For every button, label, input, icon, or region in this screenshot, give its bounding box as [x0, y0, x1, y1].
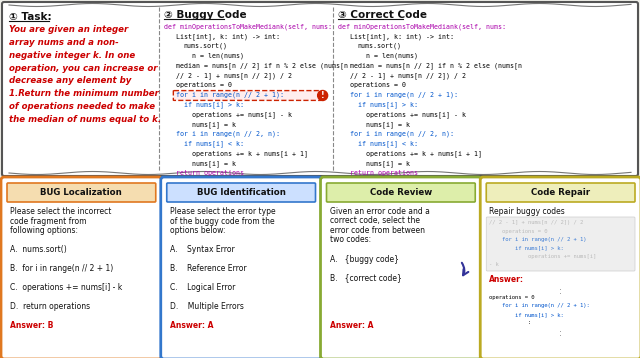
Text: ② Buggy Code: ② Buggy Code: [164, 10, 246, 20]
FancyBboxPatch shape: [167, 183, 316, 202]
Text: operations += k + nums[i + 1]: operations += k + nums[i + 1]: [365, 150, 482, 157]
Text: nums[i] = k: nums[i] = k: [192, 160, 236, 167]
Text: return operations: return operations: [349, 170, 418, 176]
FancyBboxPatch shape: [161, 177, 321, 358]
Text: if nums[i] < k:: if nums[i] < k:: [184, 141, 244, 147]
Text: You are given an integer
array nums and a non-
negative integer k. In one
operat: You are given an integer array nums and …: [9, 25, 161, 124]
Text: correct code, select the: correct code, select the: [330, 217, 419, 226]
Text: Code Review: Code Review: [370, 188, 432, 197]
Text: options below:: options below:: [170, 226, 225, 235]
Text: if nums[i] > k:: if nums[i] > k:: [358, 101, 418, 108]
Text: error code from between: error code from between: [330, 226, 424, 235]
Text: for i in range(n // 2 + 1):: for i in range(n // 2 + 1):: [176, 92, 284, 98]
Text: for i in range(n // 2 + 1):: for i in range(n // 2 + 1):: [489, 304, 590, 309]
FancyBboxPatch shape: [486, 217, 635, 271]
Text: C.  operations += nums[i] - k: C. operations += nums[i] - k: [10, 283, 122, 292]
FancyBboxPatch shape: [486, 183, 635, 202]
Text: for i in range(n // 2, n):: for i in range(n // 2, n):: [349, 131, 454, 137]
Text: List[int], k: int) -> int:: List[int], k: int) -> int:: [176, 33, 280, 39]
Text: operations = 0: operations = 0: [349, 82, 406, 88]
Text: for i in range(n // 2 + 1):: for i in range(n // 2 + 1):: [349, 92, 458, 98]
Text: // 2 - 1] + nums[n // 2]) / 2: // 2 - 1] + nums[n // 2]) / 2: [489, 220, 584, 225]
Text: if nums[i] > k:: if nums[i] > k:: [489, 312, 564, 317]
FancyBboxPatch shape: [326, 183, 476, 202]
Text: Given an error code and a: Given an error code and a: [330, 207, 429, 216]
Text: Answer: A: Answer: A: [330, 321, 373, 330]
Text: D.  return operations: D. return operations: [10, 302, 90, 311]
Text: operations += nums[i] - k: operations += nums[i] - k: [192, 111, 292, 118]
Text: A.    Syntax Error: A. Syntax Error: [170, 245, 234, 254]
Text: def minOperationsToMakeMediank(self, nums:: def minOperationsToMakeMediank(self, num…: [164, 23, 332, 29]
Text: BUG Localization: BUG Localization: [40, 188, 122, 197]
Text: C.    Logical Error: C. Logical Error: [170, 283, 235, 292]
Text: A.   {buggy code}: A. {buggy code}: [330, 255, 399, 263]
Text: D.    Multiple Errors: D. Multiple Errors: [170, 302, 244, 311]
Text: for i in range(n // 2, n):: for i in range(n // 2, n):: [176, 131, 280, 137]
Text: Code Repair: Code Repair: [531, 188, 590, 197]
Text: nums.sort(): nums.sort(): [184, 43, 228, 49]
Text: Answer: B: Answer: B: [10, 321, 53, 330]
Text: n = len(nums): n = len(nums): [365, 52, 418, 59]
Text: Answer:: Answer:: [489, 275, 524, 284]
Text: following options:: following options:: [10, 226, 78, 235]
Text: ③ Correct Code: ③ Correct Code: [338, 10, 427, 20]
FancyBboxPatch shape: [321, 177, 481, 358]
FancyBboxPatch shape: [173, 91, 321, 100]
Text: nums[i] = k: nums[i] = k: [192, 121, 236, 128]
Text: nums[i] = k: nums[i] = k: [365, 121, 410, 128]
Text: return operations: return operations: [176, 170, 244, 176]
Text: if nums[i] < k:: if nums[i] < k:: [358, 141, 418, 147]
Text: B.  for i in range(n // 2 + 1): B. for i in range(n // 2 + 1): [10, 264, 113, 273]
Text: of the buggy code from the: of the buggy code from the: [170, 217, 275, 226]
Text: A.  nums.sort(): A. nums.sort(): [10, 245, 67, 254]
Text: Repair buggy codes: Repair buggy codes: [489, 207, 565, 216]
Text: code fragment from: code fragment from: [10, 217, 86, 226]
Text: List[int], k: int) -> int:: List[int], k: int) -> int:: [349, 33, 454, 39]
Text: operations += nums[i] - k: operations += nums[i] - k: [365, 111, 466, 118]
Text: median = nums[n // 2] if n % 2 else (nums[n: median = nums[n // 2] if n % 2 else (num…: [176, 62, 348, 69]
Text: - k: - k: [489, 262, 499, 267]
Text: ① Task:: ① Task:: [9, 12, 52, 22]
Text: BUG Identification: BUG Identification: [196, 188, 285, 197]
Circle shape: [317, 91, 328, 101]
FancyBboxPatch shape: [1, 177, 162, 358]
Text: :: :: [559, 329, 562, 338]
Text: nums.sort(): nums.sort(): [358, 43, 402, 49]
Text: // 2 - 1] + nums[n // 2]) / 2: // 2 - 1] + nums[n // 2]) / 2: [176, 72, 292, 79]
Text: operations += nums[i]: operations += nums[i]: [489, 254, 596, 259]
Text: Answer: A: Answer: A: [170, 321, 213, 330]
Text: // 2 - 1] + nums[n // 2]) / 2: // 2 - 1] + nums[n // 2]) / 2: [349, 72, 466, 79]
Text: B.    Reference Error: B. Reference Error: [170, 264, 246, 273]
Text: n = len(nums): n = len(nums): [192, 52, 244, 59]
FancyBboxPatch shape: [2, 2, 638, 176]
Text: Please select the error type: Please select the error type: [170, 207, 275, 216]
Text: if nums[i] > k:: if nums[i] > k:: [184, 101, 244, 108]
Text: B.   {correct code}: B. {correct code}: [330, 274, 401, 282]
FancyBboxPatch shape: [7, 183, 156, 202]
Text: :: :: [559, 287, 562, 296]
Text: for i in range(n // 2 + 1): for i in range(n // 2 + 1): [489, 237, 587, 242]
Text: if nums[i] > k:: if nums[i] > k:: [489, 246, 564, 251]
Text: operations = 0: operations = 0: [176, 82, 232, 88]
Text: def minOperationsToMakeMediank(self, nums:: def minOperationsToMakeMediank(self, num…: [338, 23, 506, 29]
FancyBboxPatch shape: [480, 177, 640, 358]
Text: nums[i] = k: nums[i] = k: [365, 160, 410, 167]
Text: two codes:: two codes:: [330, 236, 371, 245]
Text: !: !: [321, 91, 324, 100]
Text: :: :: [489, 320, 531, 325]
Text: operations = 0: operations = 0: [489, 228, 548, 233]
Text: operations += k + nums[i + 1]: operations += k + nums[i + 1]: [192, 150, 308, 157]
Text: operations = 0: operations = 0: [489, 295, 535, 300]
Text: median = nums[n // 2] if n % 2 else (nums[n: median = nums[n // 2] if n % 2 else (num…: [349, 62, 522, 69]
Text: Please select the incorrect: Please select the incorrect: [10, 207, 111, 216]
